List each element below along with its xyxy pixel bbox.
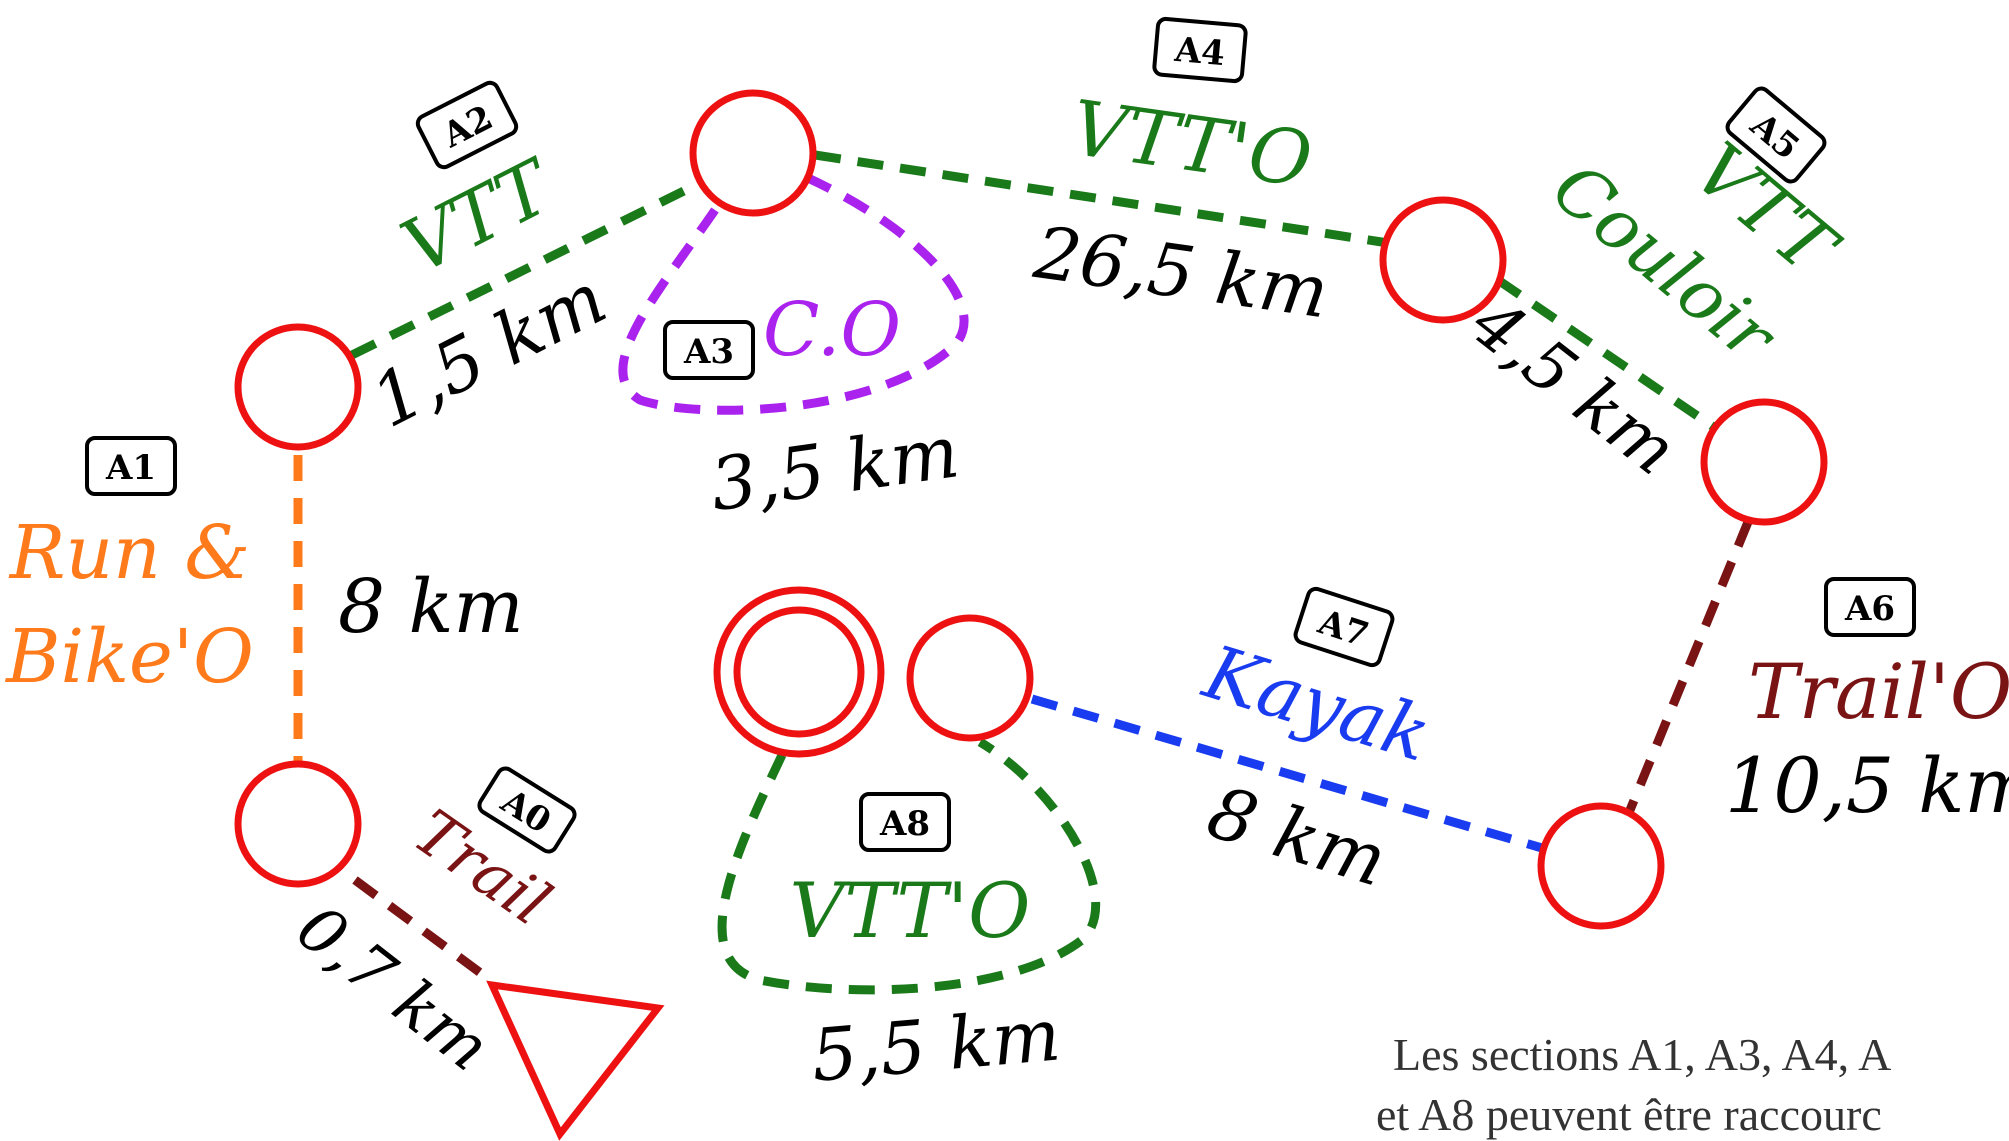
checkpoint-circle bbox=[689, 89, 817, 217]
activity-a7: Kayak bbox=[1193, 629, 1440, 779]
activity-a8: VTT'O bbox=[790, 866, 1031, 955]
section-a6: A6 Trail'O 10,5 km bbox=[1725, 577, 2009, 830]
segment-a8-mtb-orienteering bbox=[717, 738, 1101, 995]
checkpoints bbox=[234, 89, 1828, 1141]
badge-a1-text: A1 bbox=[105, 448, 156, 488]
segment-a7-kayak bbox=[1030, 694, 1544, 853]
segment-a3-orienteering bbox=[618, 173, 969, 415]
section-a7: A7 Kayak 8 km bbox=[1193, 586, 1440, 903]
badge-a3-text: A3 bbox=[683, 332, 734, 372]
badge-a7: A7 bbox=[1293, 586, 1395, 668]
badge-a4: A4 bbox=[1152, 16, 1248, 84]
route-segments bbox=[293, 150, 1753, 995]
section-a8: A8 VTT'O 5,5 km bbox=[790, 792, 1064, 1098]
badge-a0: A0 bbox=[477, 766, 577, 854]
checkpoint-circle bbox=[1537, 802, 1665, 930]
activity-a2: VTT bbox=[389, 142, 569, 290]
badge-a8: A8 bbox=[859, 792, 951, 852]
section-a4: A4 VTT'O 26,5 km bbox=[1029, 16, 1333, 334]
activity-a6: Trail'O bbox=[1748, 647, 2009, 736]
footnote: Les sections A1, A3, A4, A et A8 peuvent… bbox=[1376, 1029, 1891, 1140]
badge-a2: A2 bbox=[415, 80, 519, 170]
segment-a6-trail-orienteering bbox=[1623, 520, 1753, 817]
checkpoint-circle bbox=[1700, 398, 1828, 526]
badge-a3: A3 bbox=[663, 320, 755, 380]
checkpoint-circle bbox=[234, 760, 362, 888]
checkpoint-circle bbox=[906, 614, 1034, 742]
segment-a5-mtb-corridor bbox=[1495, 276, 1721, 434]
badge-a4-text: A4 bbox=[1172, 30, 1226, 74]
checkpoint-circle bbox=[234, 323, 362, 451]
activity-a1-line1: Run & bbox=[8, 510, 250, 596]
distance-a8: 5,5 km bbox=[808, 992, 1064, 1097]
activity-a3: C.O bbox=[763, 287, 901, 373]
badge-a8-text: A8 bbox=[879, 804, 930, 844]
segment-a0-trail bbox=[352, 876, 493, 984]
section-a2: A2 VTT 1,5 km bbox=[359, 80, 619, 444]
checkpoint-circle bbox=[1379, 196, 1507, 324]
distance-a6: 10,5 km bbox=[1725, 741, 2009, 830]
distance-a3: 3,5 km bbox=[705, 409, 964, 527]
distance-a7: 8 km bbox=[1199, 770, 1396, 903]
badge-a1: A1 bbox=[85, 436, 177, 496]
section-a1: A1 Run & Bike'O 8 km bbox=[4, 436, 524, 700]
finish-double-circle bbox=[713, 586, 885, 758]
activity-a4: VTT'O bbox=[1066, 83, 1317, 205]
footnote-line2: et A8 peuvent être raccourc bbox=[1376, 1089, 1882, 1140]
start-triangle bbox=[486, 980, 665, 1141]
distance-a0: 0,7 km bbox=[283, 891, 503, 1086]
footnote-line1: Les sections A1, A3, A4, A bbox=[1393, 1029, 1891, 1080]
badge-a6-text: A6 bbox=[1844, 589, 1895, 629]
activity-a1-line2: Bike'O bbox=[4, 614, 254, 700]
segment-a2-mtb bbox=[350, 178, 702, 360]
badge-a6: A6 bbox=[1824, 577, 1916, 637]
distance-a1: 8 km bbox=[338, 564, 524, 650]
segment-a4-mtb-orienteering bbox=[814, 150, 1389, 248]
